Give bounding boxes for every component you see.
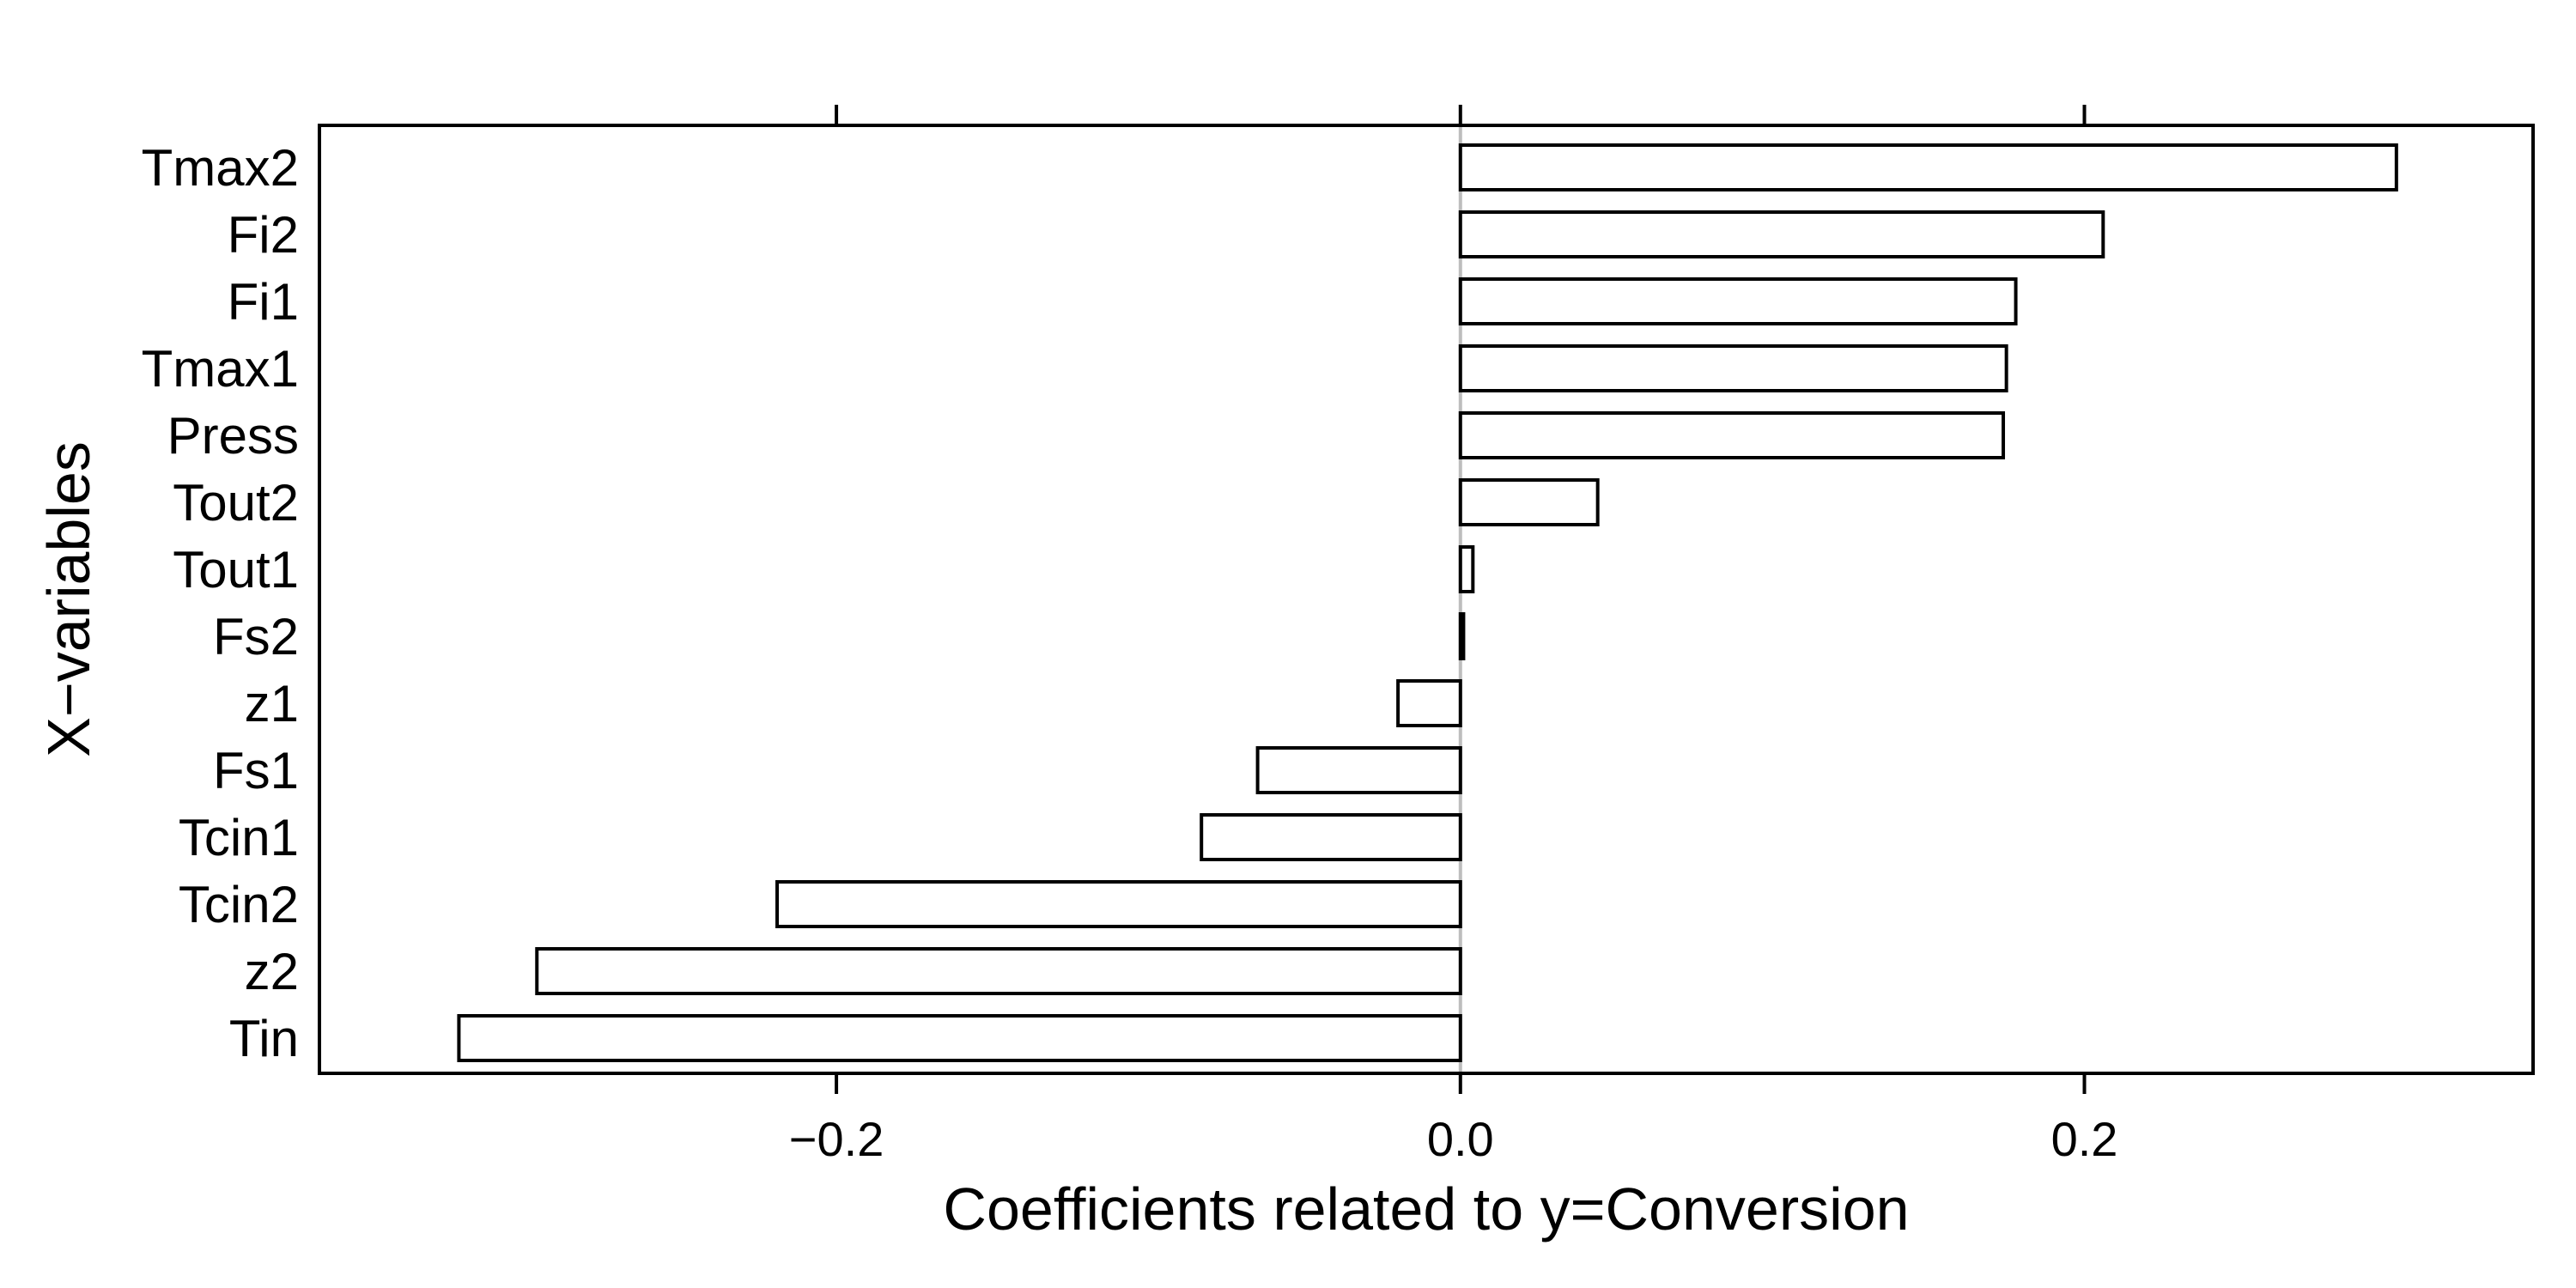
bar-tout2 xyxy=(1458,478,1600,526)
category-label-fs2: Fs2 xyxy=(213,608,299,665)
category-label-z2: z2 xyxy=(245,943,299,1000)
x-axis-ticks: −0.2 0.0 0.2 xyxy=(789,105,2118,1166)
bar-z1 xyxy=(1396,679,1462,727)
category-label-z1: z1 xyxy=(245,675,299,732)
category-label-press: Press xyxy=(167,407,299,465)
bar-tin xyxy=(457,1014,1462,1062)
category-labels: Tmax2 Fi2 Fi1 Tmax1 Press Tout2 Tout1 Fs2 z1 Fs1 T… xyxy=(142,139,299,1067)
bar-tout1 xyxy=(1458,545,1475,593)
bar-fs2 xyxy=(1458,612,1466,660)
bar-tcin2 xyxy=(775,880,1462,928)
category-label-tout2: Tout2 xyxy=(173,474,299,532)
x-tick-label: −0.2 xyxy=(789,1112,884,1166)
category-label-tout1: Tout1 xyxy=(173,541,299,598)
bar-z2 xyxy=(535,947,1462,995)
bar-tmax1 xyxy=(1458,344,2008,392)
bars xyxy=(457,143,2398,1062)
y-axis-title: X−variables xyxy=(35,441,102,757)
plot-frame xyxy=(318,124,2535,1075)
x-tick-label: 0.0 xyxy=(1427,1112,1494,1166)
bar-press xyxy=(1458,411,2006,459)
bar-fi2 xyxy=(1458,210,2105,258)
bar-fs1 xyxy=(1255,746,1462,794)
bar-tmax2 xyxy=(1458,143,2398,191)
category-label-fi1: Fi1 xyxy=(228,273,299,331)
category-label-fi2: Fi2 xyxy=(228,206,299,264)
category-label-tcin2: Tcin2 xyxy=(179,876,299,933)
x-tick-label: 0.2 xyxy=(2051,1112,2118,1166)
x-axis-title: Coefficients related to y=Conversion xyxy=(943,1176,1909,1242)
category-label-tmax1: Tmax1 xyxy=(142,340,299,398)
category-label-tmax2: Tmax2 xyxy=(142,139,299,197)
category-label-tcin1: Tcin1 xyxy=(179,809,299,866)
category-label-fs1: Fs1 xyxy=(213,742,299,799)
category-label-tin: Tin xyxy=(229,1010,299,1067)
bar-tcin1 xyxy=(1200,813,1462,861)
bar-fi1 xyxy=(1458,277,2018,325)
